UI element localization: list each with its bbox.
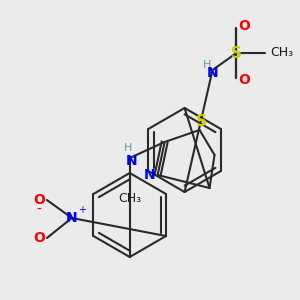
Text: CH₃: CH₃ (270, 46, 293, 59)
Text: N: N (66, 211, 78, 225)
Text: O: O (238, 73, 250, 87)
Text: S: S (231, 46, 242, 61)
Text: H: H (203, 60, 212, 70)
Text: S: S (196, 115, 207, 130)
Text: O: O (33, 193, 45, 207)
Text: CH₃: CH₃ (118, 193, 141, 206)
Text: N: N (207, 66, 218, 80)
Text: -: - (37, 203, 41, 217)
Text: +: + (78, 205, 86, 215)
Text: H: H (124, 143, 132, 153)
Text: O: O (33, 231, 45, 245)
Text: O: O (238, 19, 250, 33)
Text: N: N (144, 168, 155, 182)
Text: N: N (126, 154, 137, 168)
